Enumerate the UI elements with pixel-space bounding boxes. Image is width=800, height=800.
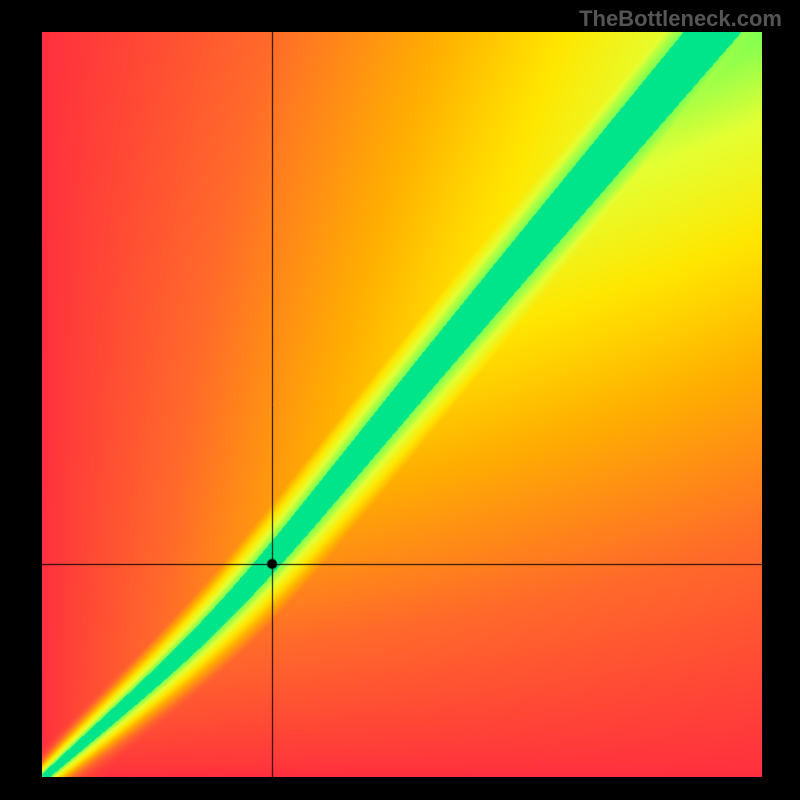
figure-container: TheBottleneck.com	[0, 0, 800, 800]
watermark-text: TheBottleneck.com	[579, 6, 782, 32]
crosshair-overlay	[42, 32, 762, 777]
